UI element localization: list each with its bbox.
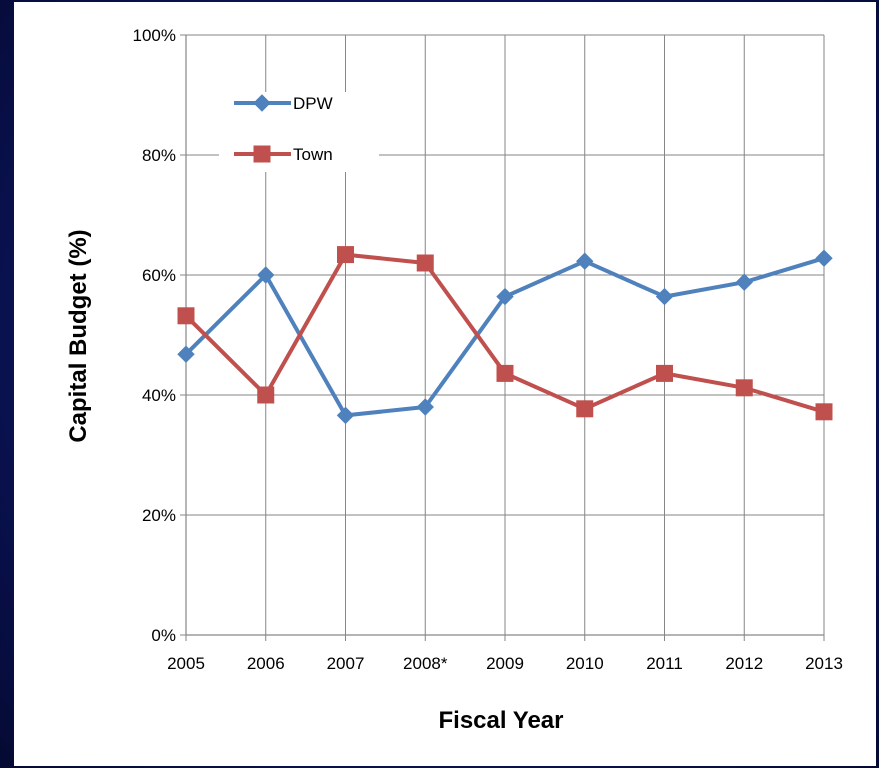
x-tick-label: 2011	[646, 654, 683, 673]
data-point-dpw	[496, 287, 514, 306]
data-point-dpw	[257, 266, 275, 284]
x-axis-title: Fiscal Year	[439, 707, 564, 734]
data-point-town	[337, 246, 354, 264]
y-tick-label: 20%	[142, 506, 176, 525]
data-point-dpw	[177, 345, 195, 363]
data-point-dpw	[815, 249, 833, 267]
data-point-dpw	[576, 252, 594, 270]
legend-marker-town	[253, 145, 271, 163]
data-point-dpw	[655, 287, 674, 306]
y-tick-label: 100%	[133, 26, 176, 45]
legend: DPW Town	[219, 92, 379, 172]
data-point-dpw	[735, 273, 753, 291]
legend-box	[219, 92, 379, 172]
y-axis-title: Capital Budget (%)	[65, 229, 92, 442]
data-point-dpw	[416, 398, 434, 416]
data-point-town	[815, 403, 833, 421]
data-point-town	[735, 379, 753, 397]
legend-label-dpw: DPW	[293, 94, 333, 113]
x-tick-label: 2005	[167, 654, 205, 673]
x-tick-label: 2006	[247, 654, 285, 673]
series-dpw	[177, 249, 833, 425]
axes: 0% 20% 40% 60% 80% 100% 2005 2006 2007 2008* 2009 2…	[133, 26, 843, 673]
x-tick-label: 2009	[486, 654, 524, 673]
data-point-town	[257, 386, 275, 404]
data-point-town	[177, 307, 195, 325]
line-chart: 0% 20% 40% 60% 80% 100% 2005 2006 2007 2008* 2009 2…	[65, 26, 843, 734]
chart-panel: 0% 20% 40% 60% 80% 100% 2005 2006 2007 2008* 2009 2…	[14, 2, 876, 766]
series-town	[177, 246, 833, 421]
legend-item-dpw: DPW	[234, 94, 333, 113]
data-point-dpw	[336, 406, 355, 425]
x-tick-label: 2007	[327, 654, 365, 673]
y-tick-label: 60%	[142, 266, 176, 285]
x-tick-label: 2010	[566, 654, 604, 673]
y-tick-label: 80%	[142, 146, 176, 165]
legend-label-town: Town	[293, 145, 333, 164]
series	[177, 246, 833, 425]
legend-marker-dpw	[253, 94, 271, 112]
x-tick-label: 2008*	[403, 654, 448, 673]
x-tick-label: 2013	[805, 654, 843, 673]
y-tick-label: 0%	[151, 626, 176, 645]
legend-item-town: Town	[234, 145, 333, 164]
y-tick-label: 40%	[142, 386, 176, 405]
x-tick-label: 2012	[725, 654, 763, 673]
data-point-town	[576, 400, 594, 418]
data-point-town	[656, 364, 673, 382]
data-point-town	[496, 364, 514, 382]
gridlines	[185, 34, 825, 636]
data-point-town	[416, 254, 434, 272]
